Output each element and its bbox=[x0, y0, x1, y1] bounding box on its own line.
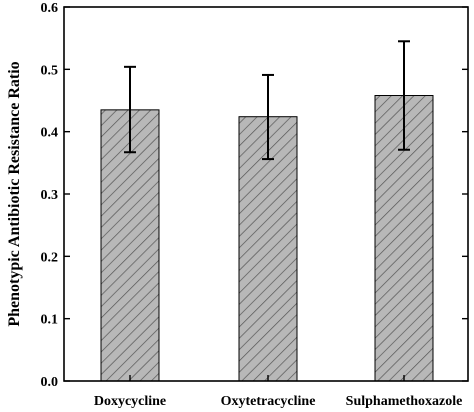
x-tick-label: Oxytetracycline bbox=[221, 394, 316, 409]
y-tick-label: 0.5 bbox=[41, 63, 59, 78]
y-axis-title: Phenotypic Antibiotic Resistance Ratio bbox=[6, 61, 23, 326]
y-tick-label: 0.4 bbox=[41, 126, 59, 141]
y-tick-label: 0.3 bbox=[41, 188, 59, 203]
y-tick-label: 0.2 bbox=[41, 250, 59, 265]
y-tick-label: 0.6 bbox=[41, 1, 59, 16]
x-tick-label: Doxycycline bbox=[94, 394, 166, 409]
bar-doxycycline bbox=[100, 109, 160, 382]
x-tick-label: Sulphamethoxazole bbox=[346, 394, 463, 409]
y-axis: 0.0 0.1 0.2 0.3 0.4 0.5 0.6 bbox=[41, 1, 468, 390]
y-tick-label: 0.0 bbox=[41, 375, 59, 390]
x-axis: Doxycycline Oxytetracycline Sulphamethoxaz… bbox=[94, 375, 463, 409]
y-tick-label: 0.1 bbox=[41, 313, 59, 328]
plot-area bbox=[100, 40, 434, 382]
